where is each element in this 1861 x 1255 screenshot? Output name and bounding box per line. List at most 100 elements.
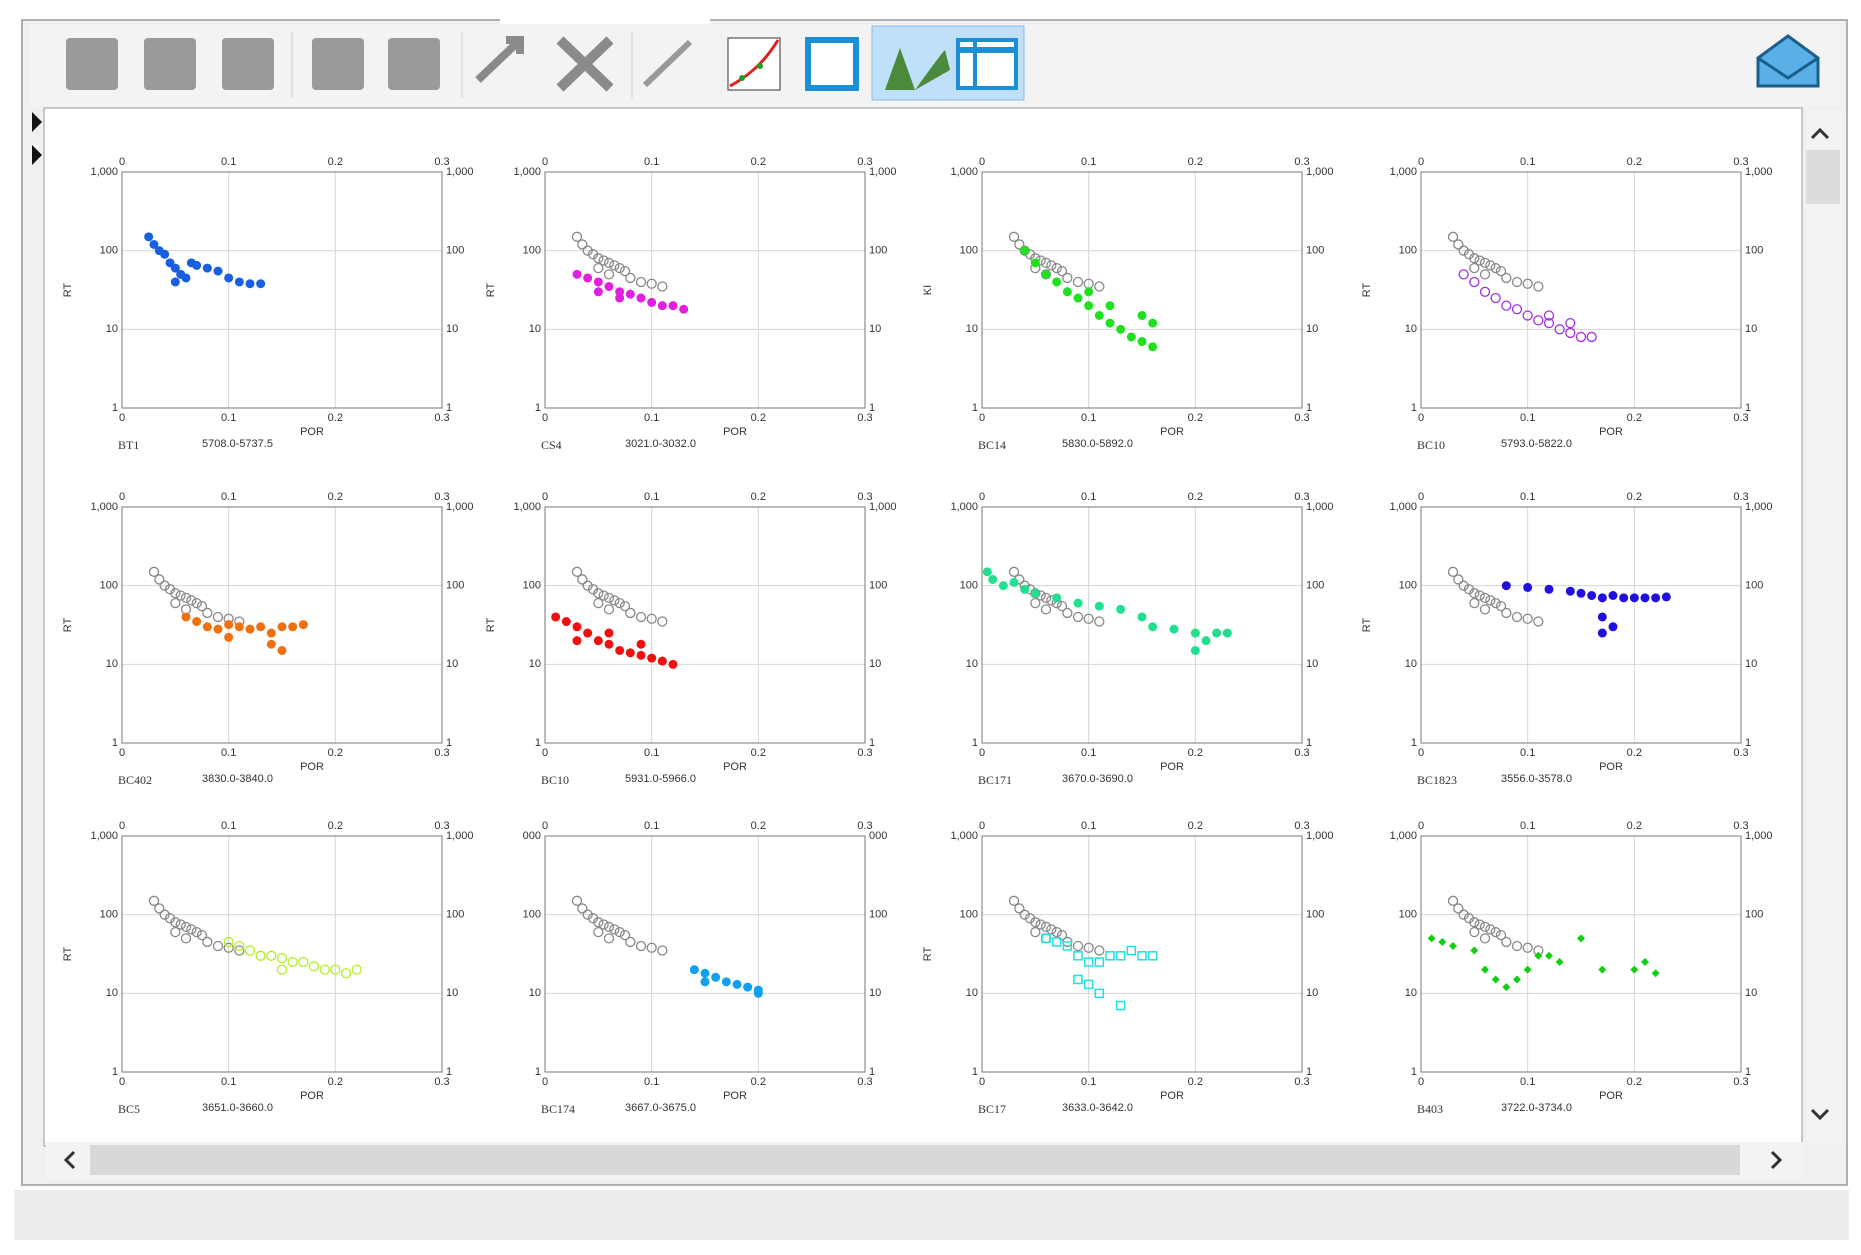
y2-tick-label: 100: [869, 245, 887, 257]
scroll-arrows[interactable]: [1810, 127, 1830, 1121]
x-tick-label: 0.2: [328, 412, 343, 424]
point: [1062, 272, 1073, 284]
point: [1469, 917, 1480, 928]
point: [619, 265, 631, 277]
point: [1453, 574, 1464, 585]
point: [1449, 941, 1457, 950]
point: [224, 273, 234, 283]
y2-tick-label: 10: [446, 658, 458, 670]
y2-tick-label: 1: [869, 737, 875, 749]
y2-tick-label: 1,000: [446, 501, 474, 513]
y2-tick-label: 1,000: [869, 166, 897, 178]
mail-button[interactable]: [1756, 34, 1820, 88]
point: [1490, 262, 1501, 274]
x2-tick-label: 0: [542, 820, 548, 832]
point: [635, 276, 647, 288]
y-tick-label: 100: [523, 909, 541, 921]
y2-tick-label: 1: [869, 1066, 875, 1078]
point: [1212, 628, 1222, 638]
point: [1576, 588, 1586, 598]
tool-button[interactable]: [556, 36, 614, 92]
y-tick-label: 100: [100, 245, 118, 257]
point: [1608, 590, 1618, 600]
y-axis-label: RT: [1361, 282, 1373, 297]
tool-button[interactable]: [475, 36, 524, 83]
point: [1190, 645, 1200, 655]
point: [1534, 951, 1543, 960]
point: [1040, 604, 1052, 615]
point: [689, 965, 699, 975]
point: [603, 604, 615, 615]
point: [266, 950, 277, 961]
plot-frame: [1420, 835, 1742, 1073]
scroll-arrows[interactable]: [63, 1150, 1783, 1170]
y-tick-label: 10: [106, 323, 118, 335]
point: [1501, 607, 1512, 619]
series: [551, 612, 678, 669]
tool-button[interactable]: [144, 38, 196, 90]
point: [1447, 566, 1459, 577]
point: [615, 645, 625, 655]
tool-button[interactable]: [642, 39, 693, 88]
point: [1533, 281, 1544, 292]
y-tick-label: 100: [1399, 909, 1417, 921]
well-label: B403: [1417, 1102, 1443, 1116]
point: [1619, 593, 1629, 603]
point: [1597, 612, 1607, 622]
x-tick-label: 0.3: [857, 412, 872, 424]
point: [1458, 580, 1469, 591]
tab[interactable]: [500, 14, 710, 24]
tool-button[interactable]: [388, 38, 440, 90]
y-tick-label: 100: [523, 245, 541, 257]
point: [1148, 318, 1158, 328]
point: [1511, 940, 1523, 952]
point: [609, 924, 620, 935]
scroll-thumb[interactable]: [1806, 150, 1840, 204]
plot-border: [1420, 506, 1742, 744]
point: [1094, 988, 1105, 999]
plot-border: [544, 835, 866, 1073]
y2-tick-label: 1,000: [1306, 501, 1334, 513]
y2-tick-label: 100: [1306, 580, 1324, 592]
point: [1501, 936, 1512, 948]
point: [1020, 246, 1030, 256]
point: [266, 639, 276, 649]
point: [572, 622, 582, 632]
y2-tick-label: 1,000: [1306, 166, 1334, 178]
x2-tick-label: 0: [1418, 820, 1424, 832]
tool-button[interactable]: [66, 38, 118, 90]
tool-button[interactable]: [885, 48, 950, 90]
vertical-scrollbar[interactable]: [1806, 110, 1842, 1145]
point: [1641, 958, 1649, 967]
x2-tick-label: 0.1: [1520, 820, 1535, 832]
interval-label: 3830.0-3840.0: [202, 773, 273, 785]
point: [1073, 293, 1083, 303]
point: [998, 581, 1008, 591]
series: [1501, 581, 1671, 638]
point: [1522, 310, 1533, 321]
point: [1052, 593, 1062, 603]
y-tick-label: 1: [535, 1066, 541, 1078]
y-tick-label: 1,000: [90, 830, 118, 842]
y-tick-label: 10: [1405, 658, 1417, 670]
well-label: BT1: [118, 438, 139, 452]
tool-button[interactable]: [222, 38, 274, 90]
y2-tick-label: 10: [869, 658, 881, 670]
tool-button[interactable]: [727, 37, 781, 91]
plot-border: [981, 506, 1303, 744]
splitter-arrows[interactable]: [32, 112, 42, 165]
well-label: BC10: [541, 773, 569, 787]
series: [223, 936, 362, 979]
x2-tick-label: 0.3: [434, 156, 449, 168]
point: [1040, 592, 1052, 604]
h-scroll-thumb[interactable]: [90, 1145, 1740, 1175]
point: [1479, 933, 1491, 944]
tool-button[interactable]: [805, 37, 859, 91]
x-tick-label: 0.2: [328, 747, 343, 759]
tool-button[interactable]: [312, 38, 364, 90]
tool-button[interactable]: [956, 38, 1018, 90]
point: [577, 239, 588, 250]
point: [186, 595, 197, 606]
point: [1490, 292, 1501, 304]
